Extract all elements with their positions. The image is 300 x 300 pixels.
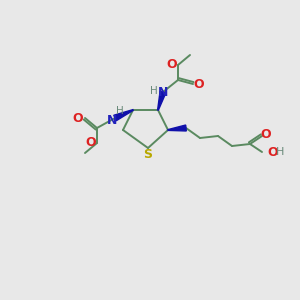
Polygon shape: [168, 125, 186, 131]
Text: H: H: [116, 106, 124, 116]
Text: N: N: [107, 113, 117, 127]
Text: O: O: [86, 136, 96, 149]
Text: O: O: [167, 58, 177, 71]
Polygon shape: [158, 91, 166, 110]
Text: N: N: [158, 85, 168, 98]
Polygon shape: [114, 110, 133, 121]
Text: H: H: [150, 86, 158, 96]
Text: S: S: [143, 148, 152, 161]
Text: O: O: [261, 128, 271, 142]
Text: O: O: [267, 146, 278, 158]
Text: O: O: [194, 77, 204, 91]
Text: O: O: [73, 112, 83, 124]
Text: H: H: [276, 147, 284, 157]
